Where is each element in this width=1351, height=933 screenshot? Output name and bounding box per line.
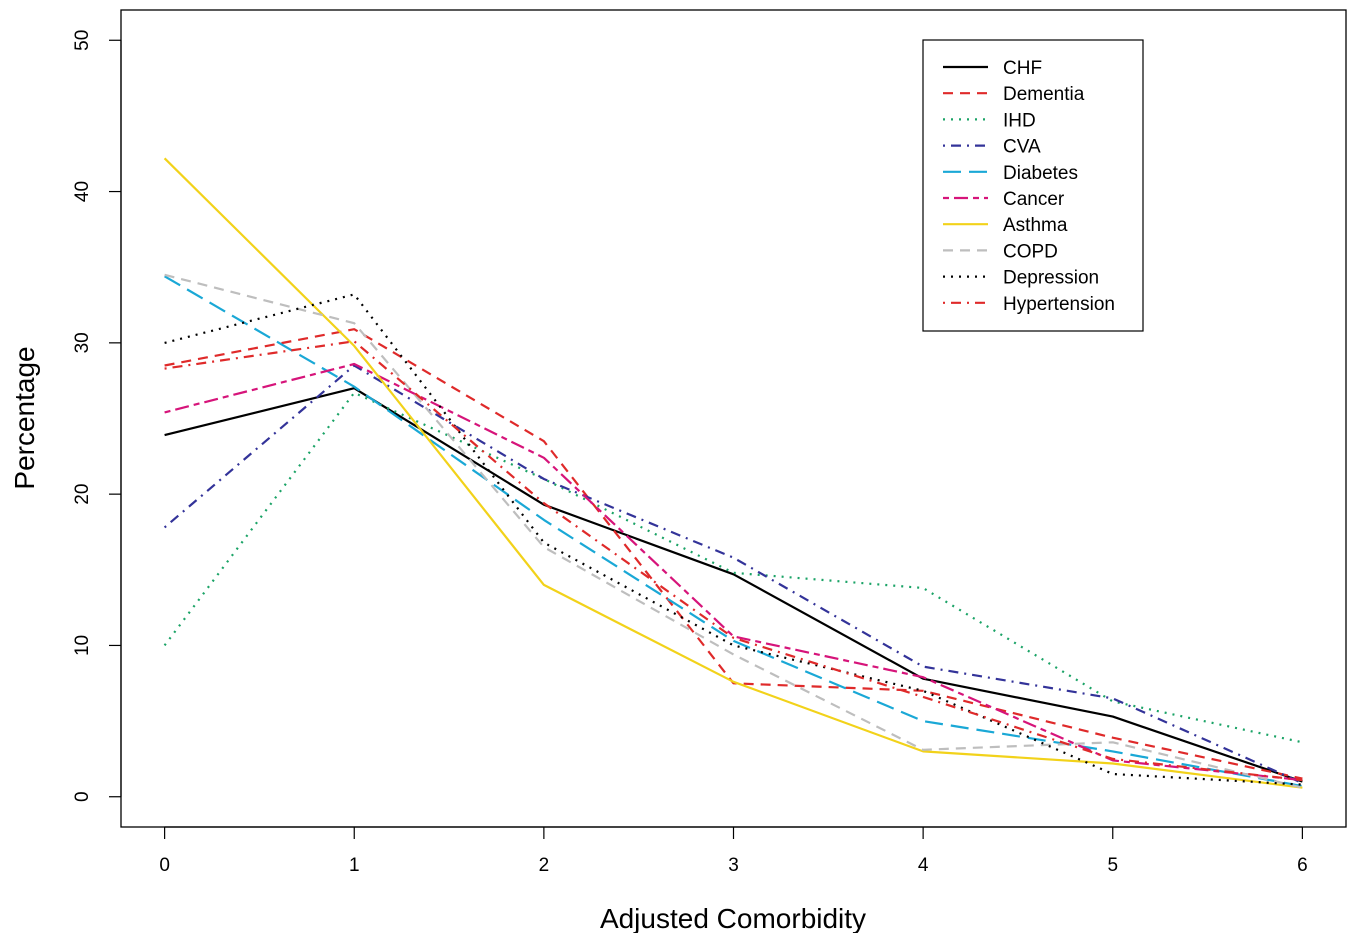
x-axis-title: Adjusted Comorbidity [600,903,866,933]
x-tick-label: 1 [349,855,360,876]
legend-label-dementia: Dementia [1003,84,1085,105]
legend-label-ihd: IHD [1003,110,1036,131]
series-line-asthma [163,157,1303,789]
legend-label-copd: COPD [1003,241,1058,262]
series-line-ihd [163,391,1303,744]
y-axis-title: Percentage [9,346,40,489]
legend-box [922,39,1144,332]
y-tick-label: 30 [72,332,93,353]
x-axis: 0 1 2 3 4 5 6 [159,826,1308,876]
legend-label-cva: CVA [1003,137,1041,158]
series-line-dementia [164,328,1303,780]
y-tick-label: 50 [72,30,93,51]
series-line-cva [163,364,1303,785]
x-tick-label: 5 [1107,855,1118,876]
legend-label-chf: CHF [1003,58,1042,79]
series-line-hypertension [164,340,1303,782]
series-line-chf [164,387,1303,783]
legend-label-depression: Depression [1003,268,1099,289]
y-tick-label: 10 [72,635,93,656]
series-line-depression [164,293,1303,786]
x-tick-label: 6 [1297,855,1308,876]
legend-label-hypertension: Hypertension [1003,294,1115,315]
x-tick-label: 4 [918,855,929,876]
series-layer [163,157,1303,789]
legend: CHF Dementia IHD CVA Diabetes Cancer Asthma COP… [922,39,1144,332]
x-tick-label: 2 [539,855,550,876]
legend-label-diabetes: Diabetes [1003,163,1078,184]
series-line-diabetes [164,275,1303,788]
y-tick-label: 40 [72,181,93,202]
y-tick-label: 0 [72,791,93,802]
legend-label-cancer: Cancer [1003,189,1065,210]
y-tick-label: 20 [72,484,93,505]
x-tick-label: 3 [728,855,739,876]
legend-label-asthma: Asthma [1003,215,1068,236]
series-line-copd [164,273,1303,789]
plot-frame [120,9,1347,828]
x-tick-label: 0 [159,855,170,876]
y-axis: 0 10 20 30 40 50 [72,30,122,802]
series-line-cancer [164,362,1303,782]
